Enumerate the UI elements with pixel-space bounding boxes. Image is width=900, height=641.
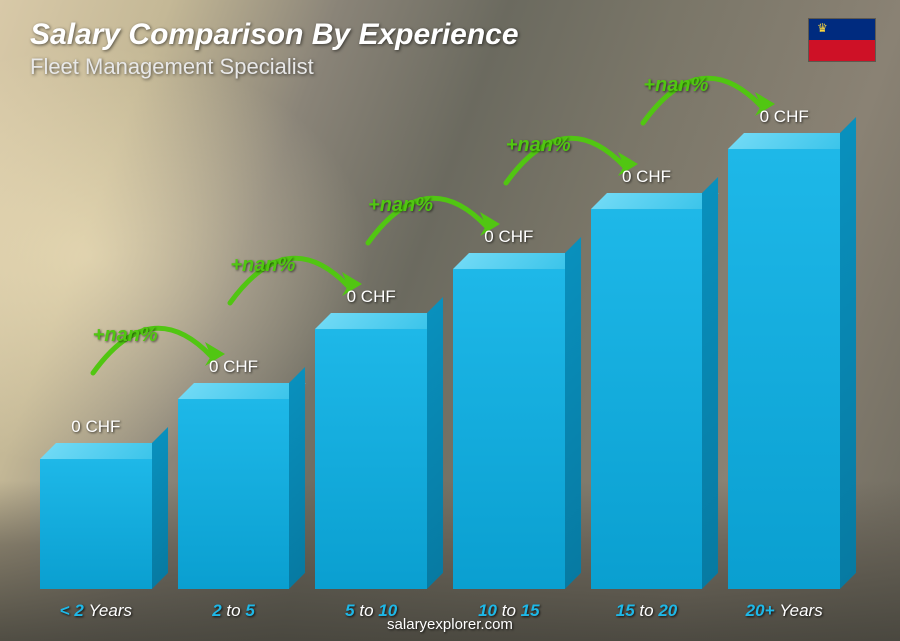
bar-group: +nan%0 CHF5 to 10 [315, 89, 427, 589]
bar-value-label: 0 CHF [178, 357, 290, 377]
bar-value-label: 0 CHF [453, 227, 565, 247]
country-flag-icon: ♛ [808, 18, 876, 62]
bar [178, 399, 290, 589]
growth-delta-label: +nan% [93, 324, 158, 347]
bar [315, 329, 427, 589]
bar-group: +nan%0 CHF15 to 20 [591, 89, 703, 589]
bar-value-label: 0 CHF [591, 167, 703, 187]
bar-chart: 0 CHF< 2 Years+nan%0 CHF2 to 5+nan%0 CHF… [40, 89, 840, 589]
bar-group: +nan%0 CHF20+ Years [728, 89, 840, 589]
bar-group: +nan%0 CHF10 to 15 [453, 89, 565, 589]
growth-delta-label: +nan% [230, 254, 295, 277]
growth-delta-label: +nan% [368, 194, 433, 217]
bar [40, 459, 152, 589]
bar [453, 269, 565, 589]
chart-container: Salary Comparison By Experience Fleet Ma… [0, 0, 900, 641]
bar-value-label: 0 CHF [315, 287, 427, 307]
chart-subtitle: Fleet Management Specialist [30, 54, 870, 80]
bar-value-label: 0 CHF [728, 107, 840, 127]
growth-delta-label: +nan% [643, 74, 708, 97]
chart-title: Salary Comparison By Experience [30, 18, 870, 52]
bar-value-label: 0 CHF [40, 417, 152, 437]
growth-delta-label: +nan% [506, 134, 571, 157]
bar [728, 149, 840, 589]
bar [591, 209, 703, 589]
flag-crown-icon: ♛ [817, 22, 835, 34]
bar-group: +nan%0 CHF2 to 5 [178, 89, 290, 589]
footer-attribution: salaryexplorer.com [0, 616, 900, 633]
